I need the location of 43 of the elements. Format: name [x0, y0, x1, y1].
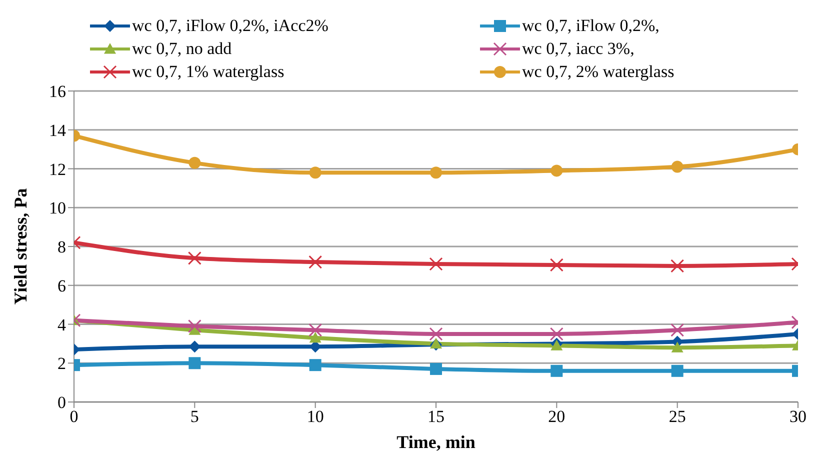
point [550, 327, 564, 341]
point [550, 258, 564, 272]
point [429, 327, 443, 341]
y-tick-label: 16 [49, 82, 66, 102]
point [671, 364, 684, 377]
x-axis-title: Time, min [396, 432, 476, 452]
point [309, 359, 322, 372]
point [430, 362, 442, 375]
point [308, 255, 322, 269]
point [429, 257, 443, 271]
point [430, 166, 442, 179]
y-tick-label: 2 [58, 354, 66, 374]
y-tick-label: 8 [58, 238, 66, 257]
x-tick-label: 20 [548, 407, 566, 426]
legend-label: wc 0,7, no add [132, 38, 232, 58]
y-axis-title: Yield stress, Pa [10, 188, 30, 305]
x-tick-label: 10 [306, 407, 324, 426]
x-tick-label: 15 [428, 407, 444, 426]
y-tick-label: 10 [49, 198, 66, 218]
x-tick-label: 25 [668, 407, 686, 426]
point [188, 357, 201, 370]
point [430, 338, 442, 348]
point [188, 156, 201, 169]
x-tick-label: 5 [190, 407, 199, 426]
x-tick-label: 30 [790, 407, 806, 426]
point [309, 332, 322, 343]
y-tick-label: 4 [58, 315, 66, 334]
point [308, 323, 322, 337]
y-tick-label: 14 [49, 120, 66, 140]
point [550, 164, 563, 177]
legend-label: wc 0,7, iFlow 0,2%, [522, 16, 660, 36]
x-tick-label: 0 [70, 407, 78, 426]
point [309, 166, 322, 179]
y-tick-label: 12 [49, 160, 66, 179]
legend-label: wc 0,7, 2% waterglass [522, 62, 674, 82]
point [671, 160, 684, 173]
y-tick-label: 6 [58, 276, 66, 296]
legend-label: wc 0,7, 1% waterglass [132, 62, 284, 82]
legend-label: wc 0,7, iFlow 0,2%, iAcc2% [132, 16, 328, 36]
point [550, 364, 563, 377]
point [671, 342, 684, 352]
legend-label: wc 0,7, iacc 3%, [522, 38, 634, 58]
y-tick-label: 0 [58, 393, 66, 412]
